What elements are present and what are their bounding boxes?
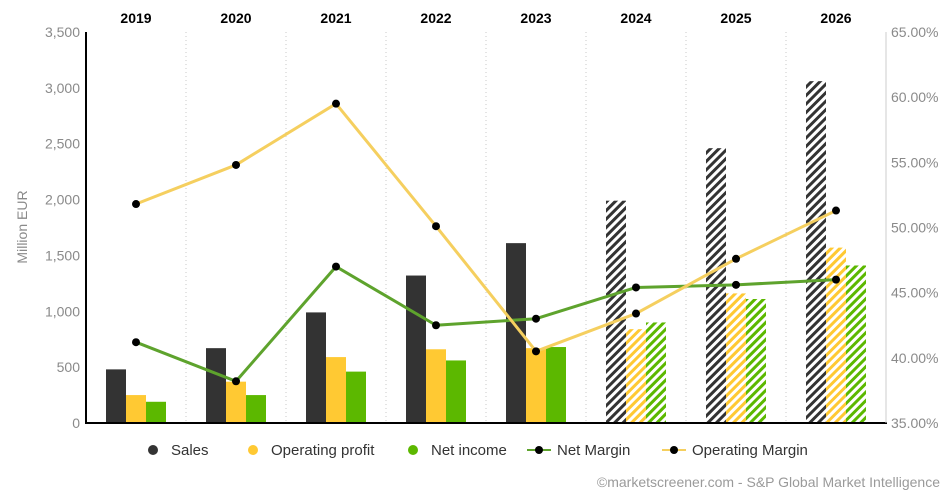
y2-tick-label: 40.00% (891, 350, 938, 366)
legend: Sales Operating profit Net income Net Margi… (148, 442, 808, 459)
left-axis-ticks: 0 500 1,000 1,500 2,000 2,500 3,000 3,500 (45, 24, 80, 431)
y2-tick-label: 60.00% (891, 89, 938, 105)
bar-sales (106, 369, 126, 423)
legend-marker-net-income (408, 445, 418, 455)
bar-operating-profit (726, 293, 746, 423)
legend-label-net-income: Net income (431, 442, 507, 459)
x-tick-label: 2023 (520, 10, 551, 26)
point-net-margin (432, 321, 440, 330)
y-tick-label: 1,000 (45, 303, 80, 319)
x-tick-label: 2019 (120, 10, 151, 26)
point-operating-margin (432, 222, 440, 231)
bar-operating-profit (526, 348, 546, 423)
legend-marker-operating-profit (248, 445, 258, 455)
bar-net-income (146, 401, 166, 423)
margin-lines (132, 99, 840, 386)
x-tick-label: 2022 (420, 10, 451, 26)
bar-net-income (246, 395, 266, 423)
bar-operating-profit (326, 357, 346, 423)
bar-sales (506, 243, 526, 423)
x-tick-label: 2024 (620, 10, 651, 26)
bar-net-income (446, 360, 466, 423)
legend-label-operating-margin: Operating Margin (692, 442, 808, 459)
point-operating-margin (132, 200, 140, 209)
legend-marker-operating-margin (670, 446, 678, 454)
grid-lines (185, 32, 787, 423)
y-tick-label: 3,500 (45, 24, 80, 40)
legend-label-net-margin: Net Margin (557, 442, 630, 459)
x-tick-label: 2020 (220, 10, 251, 26)
y2-tick-label: 35.00% (891, 415, 938, 431)
y2-tick-label: 45.00% (891, 285, 938, 301)
y-axis-title: Million EUR (14, 190, 30, 263)
point-net-margin (732, 280, 740, 289)
y-tick-label: 1,500 (45, 247, 80, 263)
legend-marker-net-margin (535, 446, 543, 454)
line-net-margin (135, 265, 837, 383)
x-tick-label: 2026 (820, 10, 851, 26)
year-labels: 2019 2020 2021 2022 2023 2024 2025 2026 (120, 10, 851, 26)
point-operating-margin (732, 254, 740, 263)
y-tick-label: 0 (72, 415, 80, 431)
bar-net-income (846, 265, 866, 423)
bar-net-income (546, 347, 566, 423)
copyright-text: ©marketscreener.com - S&P Global Market … (597, 474, 940, 490)
point-operating-margin (232, 160, 240, 169)
bar-sales (406, 275, 426, 423)
y2-tick-label: 50.00% (891, 220, 938, 236)
axes (85, 32, 887, 424)
bar-operating-profit (826, 247, 846, 423)
bar-net-income (646, 322, 666, 423)
bar-net-income (746, 298, 766, 423)
right-axis-ticks: 35.00% 40.00% 45.00% 50.00% 55.00% 60.00% 65.0… (891, 24, 938, 431)
y-tick-label: 2,500 (45, 136, 80, 152)
point-operating-margin (332, 99, 340, 108)
point-operating-margin (832, 206, 840, 215)
x-tick-label: 2025 (720, 10, 751, 26)
bar-operating-profit (426, 349, 446, 423)
x-tick-label: 2021 (320, 10, 351, 26)
point-net-margin (832, 275, 840, 284)
bar-operating-profit (626, 329, 646, 423)
bar-sales (206, 348, 226, 423)
bar-net-income (346, 371, 366, 423)
point-net-margin (232, 377, 240, 386)
y-tick-label: 2,000 (45, 192, 80, 208)
legend-label-operating-profit: Operating profit (271, 442, 375, 459)
legend-marker-sales (148, 445, 158, 455)
y2-tick-label: 55.00% (891, 154, 938, 170)
y2-tick-label: 65.00% (891, 24, 938, 40)
bar-operating-profit (126, 395, 146, 423)
point-net-margin (632, 283, 640, 292)
bar-sales (606, 200, 626, 423)
bar-sales (806, 81, 826, 423)
line-operating-margin (135, 102, 837, 353)
y-tick-label: 500 (57, 359, 81, 375)
point-net-margin (532, 314, 540, 323)
point-operating-margin (632, 309, 640, 318)
legend-label-sales: Sales (171, 442, 209, 459)
y-tick-label: 3,000 (45, 80, 80, 96)
bar-sales (306, 312, 326, 423)
point-net-margin (332, 262, 340, 271)
point-net-margin (132, 338, 140, 347)
bar-operating-profit (226, 381, 246, 423)
point-operating-margin (532, 347, 540, 356)
